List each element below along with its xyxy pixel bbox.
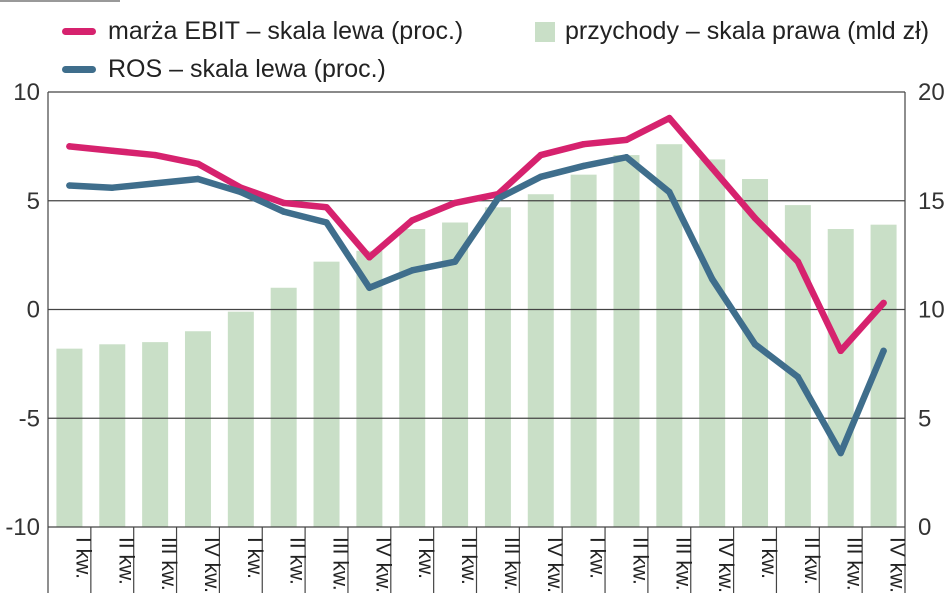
point-ebit [794, 258, 802, 265]
point-ebit [409, 217, 416, 224]
point-ros [409, 267, 416, 274]
x-tick-label: II kw. [457, 537, 480, 585]
header-rule [0, 0, 120, 2]
x-tick-label: II kw. [286, 537, 309, 585]
point-ebit [708, 164, 716, 172]
x-tick-label: III kw. [671, 537, 694, 591]
point-ros [109, 184, 116, 191]
legend-item-revenue: przychody – skala prawa (mld zł) [535, 19, 929, 44]
x-tick-label: IV kw. [714, 537, 737, 593]
y-tick-label-right: 20 [918, 79, 945, 106]
x-tick-label: III kw. [843, 537, 866, 591]
point-ebit [666, 114, 673, 122]
point-ebit [66, 143, 73, 150]
point-ros [494, 195, 502, 202]
y-tick-label-right: 15 [918, 188, 945, 215]
point-ebit [623, 136, 630, 144]
point-ebit [109, 147, 116, 154]
point-ros [751, 341, 759, 348]
point-ebit [751, 214, 759, 222]
y-tick-label-left: -10 [5, 514, 40, 541]
y-tick-label-left: 0 [27, 297, 40, 324]
y-tick-label-left: 10 [13, 79, 40, 106]
legend-swatch-ebit [62, 28, 96, 35]
point-ros [323, 219, 330, 226]
bar-revenue [270, 287, 297, 527]
x-tick-label: I kw. [71, 537, 94, 579]
bar-revenue [227, 311, 254, 527]
y-tick-label-left: 5 [27, 188, 40, 215]
legend-item-ebit: marża EBIT – skala lewa (proc.) [62, 19, 463, 44]
bar-revenue [99, 344, 126, 527]
bar-revenue [699, 159, 726, 528]
bar-revenue [56, 348, 83, 527]
x-tick-label: II kw. [628, 537, 651, 585]
point-ros [366, 284, 373, 291]
x-tick-label: III kw. [329, 537, 352, 591]
point-ros [451, 258, 459, 265]
bar-revenue [399, 229, 426, 527]
bar-revenue [313, 261, 340, 527]
x-tick-label: III kw. [500, 537, 523, 591]
x-tick-label: IV kw. [543, 537, 566, 593]
point-ros [280, 208, 287, 215]
legend-label-ros: ROS – skala lewa (proc.) [108, 55, 386, 83]
x-tick-label: IV kw. [371, 537, 394, 593]
point-ebit [451, 199, 459, 207]
legend-label-ebit: marża EBIT – skala lewa (proc.) [108, 17, 464, 45]
x-tick-label: II kw. [800, 537, 823, 585]
x-tick-label: I kw. [757, 537, 780, 579]
point-ros [708, 275, 716, 283]
point-ebit [366, 254, 373, 261]
point-ebit [194, 160, 202, 167]
point-ros [666, 188, 673, 196]
x-tick-label: I kw. [414, 537, 437, 579]
point-ebit [837, 347, 844, 355]
x-tick-label: I kw. [586, 537, 609, 579]
point-ros [537, 173, 544, 181]
bar-revenue [613, 155, 640, 527]
point-ebit [580, 141, 587, 148]
legend: marża EBIT – skala lewa (proc.) ROS – sk… [0, 0, 948, 90]
y-tick-label-right: 10 [918, 297, 945, 324]
point-ebit [323, 204, 330, 211]
bar-revenue [827, 229, 854, 527]
bar-revenue [184, 331, 211, 527]
legend-swatch-revenue [535, 21, 555, 42]
point-ros [194, 175, 202, 183]
x-tick-label: I kw. [243, 537, 266, 579]
bar-revenue [484, 207, 511, 527]
x-tick-label: IV kw. [200, 537, 223, 593]
point-ros [237, 188, 245, 196]
y-tick-label-left: -5 [19, 405, 40, 432]
point-ros [880, 347, 887, 355]
bar-revenue [656, 144, 683, 527]
bar-revenue [527, 194, 554, 527]
legend-item-ros: ROS – skala lewa (proc.) [62, 57, 386, 82]
x-tick-label: IV kw. [886, 537, 909, 593]
bar-revenue [442, 222, 469, 527]
x-tick-label: III kw. [157, 537, 180, 591]
point-ros [66, 182, 73, 189]
y-tick-label-right: 0 [918, 514, 931, 541]
point-ros [837, 449, 844, 457]
point-ros [794, 373, 802, 381]
legend-swatch-ros [62, 66, 96, 73]
legend-label-revenue: przychody – skala prawa (mld zł) [565, 17, 930, 45]
line-ebit [66, 114, 887, 355]
point-ros [151, 180, 159, 187]
bar-revenue [142, 342, 169, 527]
line-ros [66, 154, 887, 457]
x-tick-label: II kw. [114, 537, 137, 585]
y-tick-label-right: 5 [918, 405, 931, 432]
point-ros [623, 154, 630, 161]
point-ebit [537, 151, 544, 159]
point-ebit [151, 151, 159, 159]
bar-revenue [356, 250, 383, 527]
bar-revenue [570, 174, 597, 527]
point-ebit [880, 299, 887, 307]
point-ros [580, 162, 587, 170]
point-ebit [280, 199, 287, 207]
